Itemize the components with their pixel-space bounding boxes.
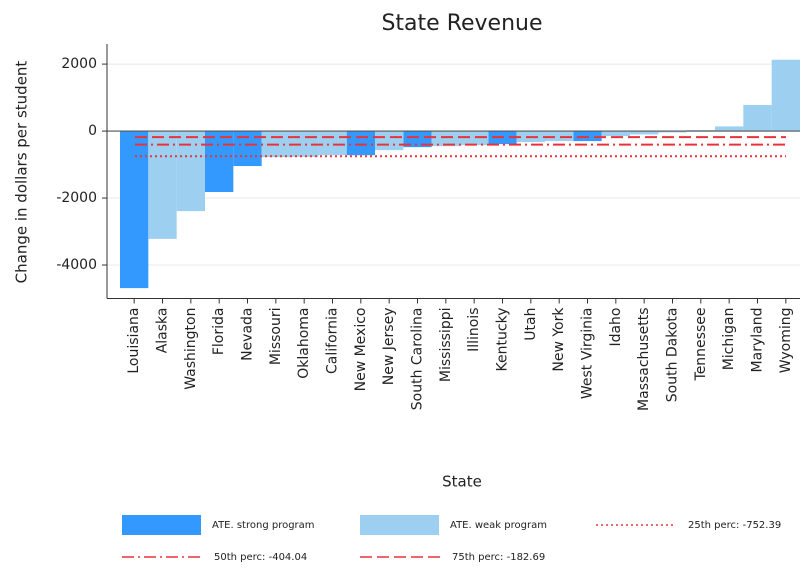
- x-axis-title: State: [442, 473, 482, 491]
- bar: [715, 126, 744, 132]
- x-tick-label: Missouri: [268, 308, 284, 366]
- bar: [743, 104, 772, 132]
- bar: [375, 131, 404, 151]
- bar: [601, 131, 630, 137]
- x-tick-label: New Mexico: [353, 308, 369, 392]
- x-tick-label: Oklahoma: [296, 308, 312, 379]
- bar: [403, 131, 432, 148]
- legend-label: 75th perc: -182.69: [452, 552, 545, 563]
- x-tick-label: Idaho: [608, 308, 624, 347]
- legend-label: 25th perc: -752.39: [688, 520, 781, 531]
- bar: [545, 131, 574, 142]
- x-tick-label: Alaska: [155, 308, 171, 354]
- x-tick-label: Illinois: [466, 307, 482, 351]
- y-tick-label: -2000: [56, 190, 97, 206]
- bar: [573, 131, 602, 142]
- bar: [431, 131, 460, 147]
- bar: [318, 131, 347, 156]
- x-tick-label: California: [325, 308, 341, 374]
- x-tick-label: Utah: [523, 308, 539, 341]
- y-tick-label: 2000: [61, 56, 97, 72]
- x-tick-label: Nevada: [240, 308, 256, 361]
- legend-label: ATE. strong program: [212, 520, 315, 531]
- bar: [120, 131, 149, 289]
- x-tick-label: Wyoming: [778, 308, 794, 374]
- legend-label: 50th perc: -404.04: [214, 552, 307, 563]
- y-axis-title: Change in dollars per student: [13, 61, 31, 284]
- x-tick-label: Massachusetts: [636, 308, 652, 411]
- x-tick-label: Louisiana: [126, 308, 142, 374]
- bar: [176, 131, 205, 212]
- x-tick-label: Tennessee: [693, 308, 709, 382]
- x-tick-label: Maryland: [750, 308, 766, 373]
- bar: [771, 59, 800, 132]
- x-tick-label: New Jersey: [381, 308, 397, 386]
- chart-title: State Revenue: [381, 11, 542, 36]
- x-tick-label: Washington: [183, 308, 199, 390]
- bar: [658, 131, 687, 133]
- x-tick-label: South Carolina: [410, 308, 426, 411]
- legend-label: ATE. weak program: [450, 520, 547, 531]
- bar: [460, 131, 489, 146]
- x-tick-label: Michigan: [721, 308, 737, 371]
- x-tick-label: Florida: [211, 308, 227, 356]
- bar: [630, 131, 659, 135]
- x-tick-label: West Virginia: [580, 308, 596, 400]
- legend-swatch: [122, 515, 201, 535]
- bar: [346, 131, 375, 156]
- bar: [148, 131, 177, 239]
- y-tick-label: 0: [88, 123, 97, 139]
- x-tick-label: Mississippi: [438, 308, 454, 383]
- x-tick-label: South Dakota: [665, 308, 681, 403]
- bar: [205, 131, 234, 193]
- x-tick-label: New York: [551, 307, 567, 372]
- legend-swatch: [360, 515, 439, 535]
- x-tick-label: Kentucky: [495, 308, 511, 372]
- y-tick-label: -4000: [56, 257, 97, 273]
